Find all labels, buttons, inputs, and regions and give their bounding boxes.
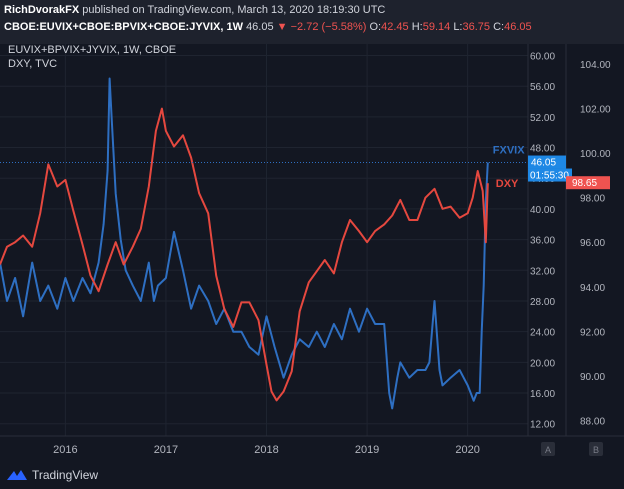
x-axis-tick-label: 2020 (455, 444, 479, 456)
right-axis-tick-label: 100.00 (580, 149, 611, 160)
left-axis-tick-label: 32.00 (530, 266, 555, 277)
tradingview-logo-icon (7, 470, 27, 480)
axes: 12.00 16.00 20.00 24.00 28.00 32.00 36.00 40.00… (0, 44, 624, 456)
series-label-dxy: DXY (496, 178, 519, 190)
right-axis-tick-label: 102.00 (580, 105, 611, 116)
series-label-fxvix: FXVIX (493, 145, 525, 157)
grid-lines (0, 44, 528, 436)
close-label: C: (493, 21, 505, 33)
right-axis-tick-label: 94.00 (580, 283, 605, 294)
symbol-name: CBOE:EUVIX+CBOE:BPVIX+CBOE:JYVIX, 1W (4, 21, 243, 33)
low-label: L: (453, 21, 463, 33)
symbol-line: CBOE:EUVIX+CBOE:BPVIX+CBOE:JYVIX, 1W 46.… (4, 21, 532, 33)
fxvix-countdown-bg (528, 168, 572, 182)
left-axis-tick-label: 28.00 (530, 297, 555, 308)
series-line-dxy (0, 107, 489, 402)
left-axis-tick-label: 40.00 (530, 205, 555, 216)
open-value: 42.45 (381, 21, 409, 33)
publish-line: RichDvorakFX published on TradingView.co… (4, 4, 385, 16)
series-line-fxvix (0, 77, 489, 410)
open-label: O: (369, 21, 382, 33)
dxy-price-tag: 98.65 (572, 178, 597, 189)
fxvix-price-tag: 46.05 (531, 158, 556, 169)
left-axis-tick-label: 60.00 (530, 52, 555, 63)
fxvix-countdown: 01:55:30 (530, 171, 569, 182)
right-axis-tick-label: 96.00 (580, 238, 605, 249)
right-axis-tick-label: 92.00 (580, 327, 605, 338)
scale-button-bg (541, 442, 555, 456)
right-axis-tick-label: 90.00 (580, 372, 605, 383)
x-axis-tick-label: 2017 (154, 444, 178, 456)
close-value: 46.05 (504, 21, 532, 33)
left-axis-tick-label: 48.00 (530, 144, 555, 155)
legend-fxvix: EUVIX+BPVIX+JYVIX, 1W, CBOE (8, 44, 177, 56)
left-axis-tick-label: 16.00 (530, 389, 555, 400)
left-axis-tick-label: 24.00 (530, 328, 555, 339)
author-name[interactable]: RichDvorakFX (4, 4, 80, 16)
high-value: 59.14 (422, 21, 451, 33)
chart-header: RichDvorakFX published on TradingView.co… (0, 0, 624, 44)
scale-button-a: A (545, 445, 551, 455)
legend-dxy: DXY, TVC (8, 58, 58, 70)
left-axis-tick-label: 12.00 (530, 420, 555, 431)
published-text: published on TradingView.com, March 13, … (82, 4, 386, 16)
x-axis-tick-label: 2019 (355, 444, 379, 456)
price-change: ▼ −2.72 (−5.58%) (276, 21, 367, 33)
tradingview-brand: TradingView (32, 468, 99, 482)
high-label: H: (411, 21, 423, 33)
left-axis-tick-label: 36.00 (530, 236, 555, 247)
tradingview-footer[interactable]: TradingView (6, 466, 98, 484)
right-axis-tick-label: 104.00 (580, 60, 611, 71)
plot-background (0, 44, 624, 489)
right-axis-tick-label: 88.00 (580, 416, 605, 427)
left-axis-tick-label: 56.00 (530, 82, 555, 93)
series-lines (0, 77, 489, 410)
x-axis-tick-label: 2016 (53, 444, 77, 456)
last-price: 46.05 (246, 21, 274, 33)
low-value: 36.75 (462, 21, 491, 33)
scale-button-b: B (593, 445, 599, 455)
left-axis-tick-label: 52.00 (530, 113, 555, 124)
scale-button-bg (589, 442, 603, 456)
x-axis-tick-label: 2018 (254, 444, 278, 456)
right-axis-tick-label: 98.00 (580, 194, 605, 205)
fxvix-price-tag-bg (528, 155, 566, 169)
left-axis-tick-label: 20.00 (530, 358, 555, 369)
dxy-price-tag-bg (566, 176, 610, 190)
